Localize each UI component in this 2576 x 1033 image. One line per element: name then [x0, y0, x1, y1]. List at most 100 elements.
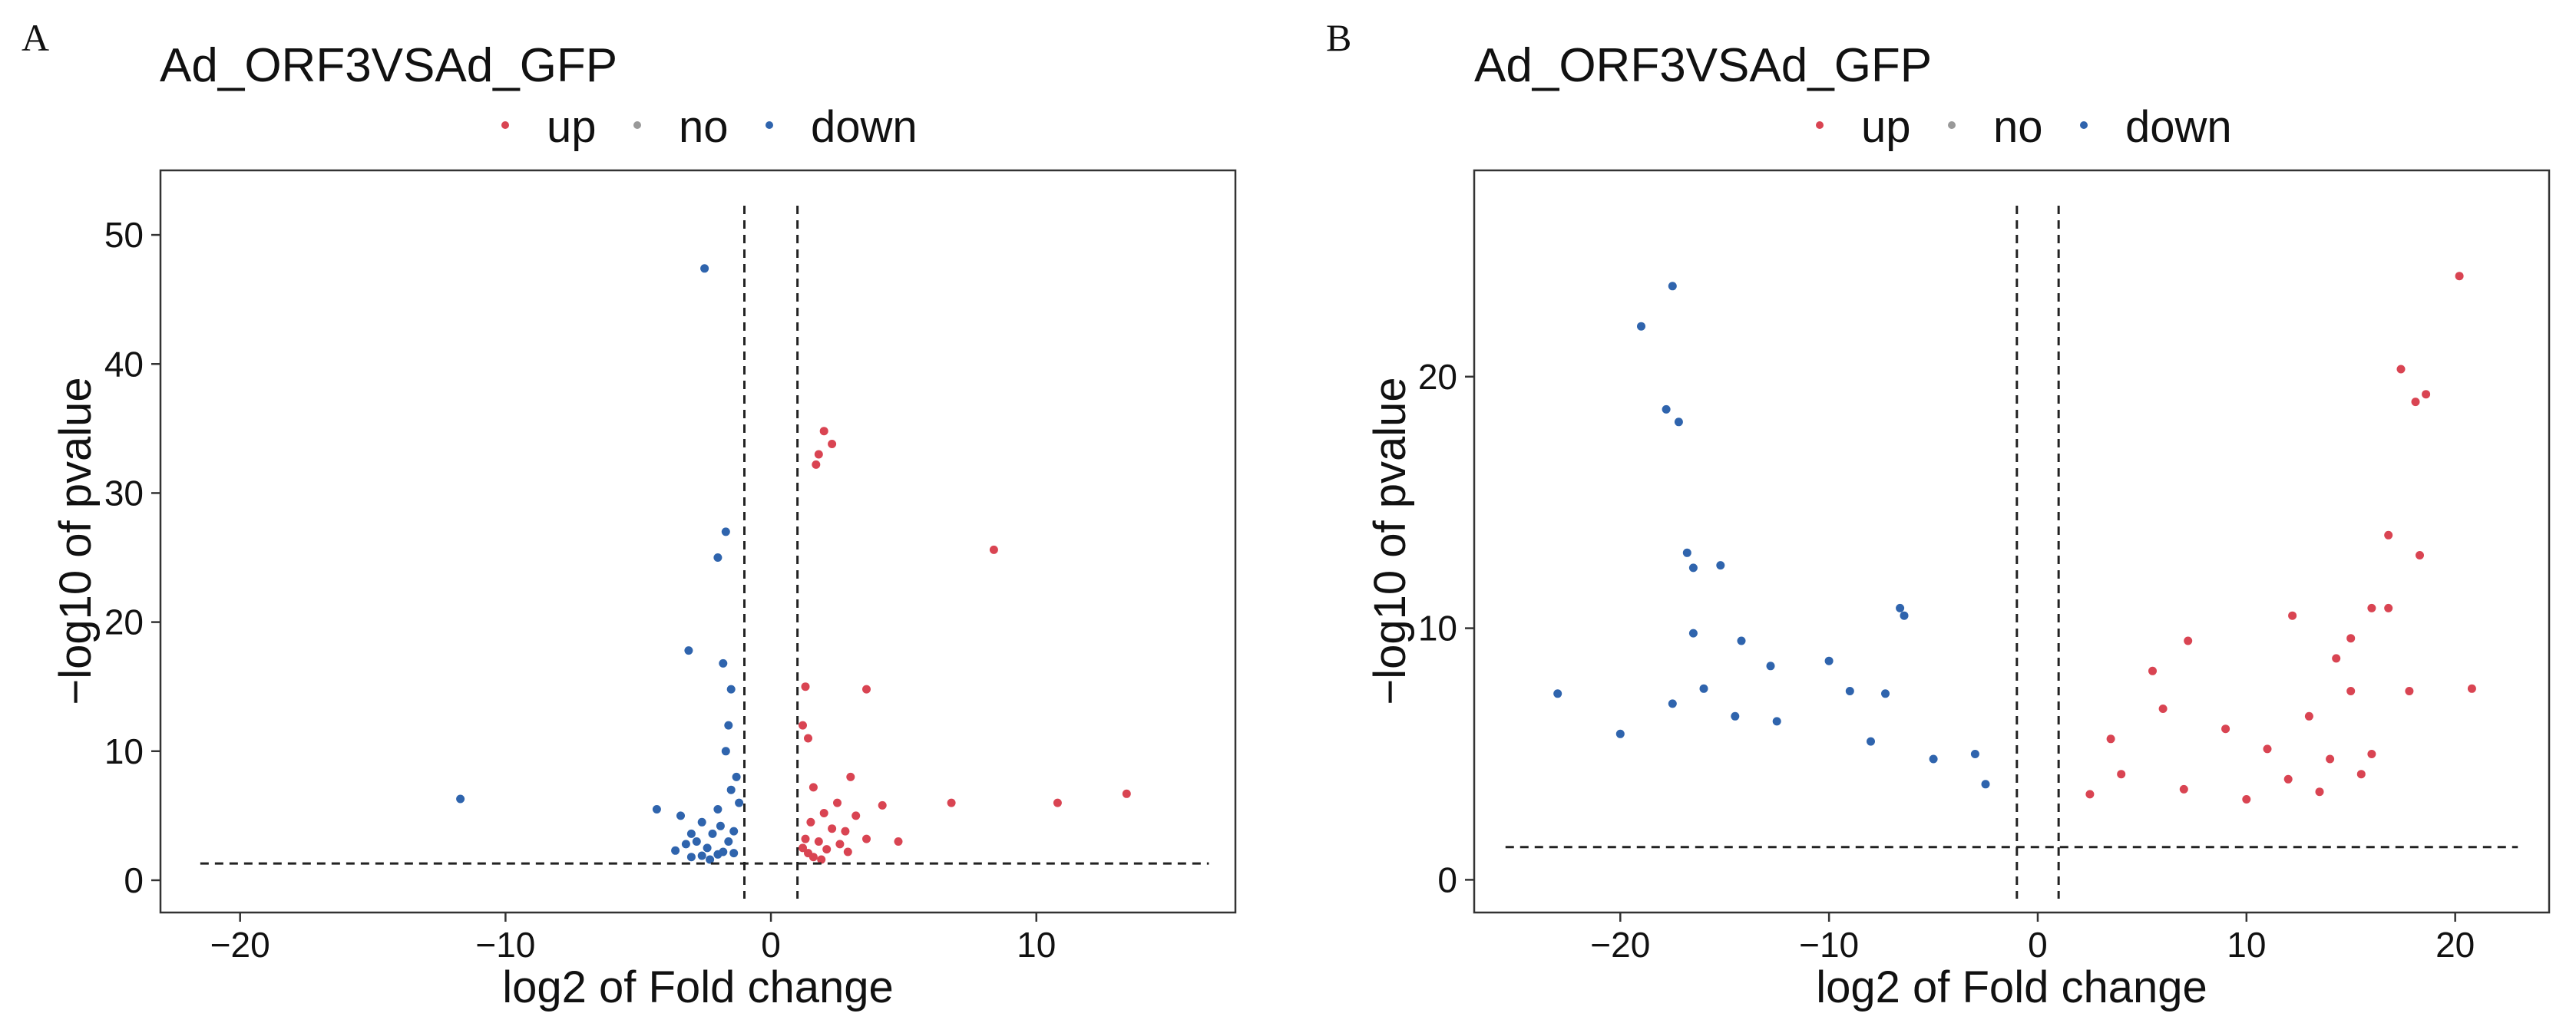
panel-b-point-down-17 — [1881, 689, 1890, 698]
panel-a-point-up-0 — [819, 427, 828, 436]
panel-b-points — [1553, 272, 2476, 804]
panel-a-point-down-20 — [724, 837, 733, 846]
panel-a-point-down-3 — [684, 646, 693, 655]
panel-b-point-up-17 — [2304, 711, 2313, 721]
panel-a-point-up-20 — [841, 827, 850, 836]
panel-a-y-tick-label-1: 10 — [104, 731, 144, 771]
panel-b-point-up-10 — [2184, 636, 2193, 645]
panel-b-point-up-14 — [2148, 666, 2157, 675]
panel-b-legend-down-swatch — [2080, 121, 2088, 129]
panel-a-point-down-9 — [456, 794, 465, 804]
panel-a-point-down-12 — [713, 805, 723, 814]
panel-b-point-up-6 — [2288, 611, 2297, 620]
panel-a-point-up-30 — [894, 837, 903, 846]
panel-a-point-up-24 — [862, 834, 871, 843]
panel-b-point-down-6 — [1716, 561, 1725, 570]
panel-a-point-down-2 — [713, 553, 723, 562]
panel-a-point-up-29 — [817, 855, 826, 864]
panel-b-legend: up no down — [1816, 102, 2232, 152]
panel-b-point-up-18 — [2221, 724, 2230, 734]
panel-b-x-tick-label-4: 20 — [2435, 925, 2475, 965]
panel-b-y-axis-title: −log10 of pvalue — [1365, 377, 1415, 705]
panel-b-point-up-22 — [2367, 750, 2376, 758]
panel-b-x-tick-label-3: 10 — [2227, 925, 2266, 965]
panel-b-y-tick-label-0: 0 — [1437, 860, 1457, 899]
panel-a-y-tick-label-0: 0 — [124, 860, 144, 900]
panel-b-point-down-3 — [1674, 417, 1683, 427]
panel-a-x-tick-label-1: −10 — [475, 925, 535, 965]
panel-a-point-down-0 — [700, 264, 709, 273]
panel-a-y-axis-title: −log10 of pvalue — [51, 377, 101, 705]
panel-a-point-up-31 — [843, 847, 852, 856]
panel-a-thresholds — [200, 206, 1209, 899]
panel-b-point-up-11 — [2332, 654, 2341, 663]
panel-b-x-axis-title: log2 of Fold change — [1816, 962, 2207, 1012]
panel-a-legend-no-label: no — [679, 102, 729, 152]
panel-a-point-down-7 — [721, 747, 730, 756]
panel-a-y-tick-label-2: 20 — [104, 602, 144, 642]
panel-a-point-up-1 — [828, 440, 837, 448]
panel-b-point-down-14 — [1824, 656, 1834, 665]
panel-b-point-up-1 — [2396, 365, 2406, 374]
panel-b-point-up-4 — [2384, 530, 2393, 540]
panel-b-point-up-19 — [2263, 744, 2272, 754]
panel-b-point-down-7 — [1896, 603, 1905, 612]
panel-b-legend-no-swatch — [1948, 121, 1956, 129]
panel-a-point-down-10 — [726, 785, 736, 794]
panel-b-point-up-21 — [2326, 754, 2335, 764]
panel-b-x-tick-label-0: −20 — [1590, 925, 1650, 965]
panel-a-point-up-19 — [828, 824, 837, 833]
panel-b-point-up-29 — [2356, 770, 2366, 779]
panel-a-y-tick-label-3: 30 — [104, 473, 144, 513]
panel-b-point-up-20 — [2106, 734, 2115, 744]
panel-a-point-down-6 — [724, 721, 733, 730]
panel-b-legend-down-label: down — [2125, 102, 2232, 152]
panel-a-point-down-29 — [686, 853, 696, 862]
panel-a-y-tick-label-4: 40 — [104, 344, 144, 384]
panel-a-point-up-6 — [862, 685, 871, 694]
panel-b-point-up-24 — [2117, 770, 2126, 779]
panel-b-point-down-0 — [1668, 282, 1677, 291]
panel-b-point-up-5 — [2416, 551, 2424, 559]
panel-a-legend: up no down — [501, 102, 918, 152]
panel-a-title: Ad_ORF3VSAd_GFP — [160, 39, 617, 92]
panel-b-point-down-16 — [1845, 687, 1854, 695]
panel-b-point-down-24 — [1929, 754, 1938, 764]
panel-b-point-down-4 — [1682, 548, 1691, 557]
panel-a-point-up-12 — [1053, 798, 1062, 807]
panel-a-x-axis-title: log2 of Fold change — [502, 962, 893, 1012]
panel-a-point-down-13 — [676, 811, 685, 820]
panel-a-point-down-17 — [729, 827, 739, 836]
panel-b-title: Ad_ORF3VSAd_GFP — [1474, 39, 1932, 92]
panel-b-x-tick-label-2: 0 — [2028, 925, 2048, 965]
panel-a-point-up-23 — [799, 843, 807, 853]
panel-a-x-tick-label-2: 0 — [761, 925, 781, 965]
panel-a-legend-down-swatch — [766, 121, 773, 129]
panel-a-point-up-13 — [1122, 789, 1131, 798]
panel-b-label: B — [1326, 16, 1351, 59]
panel-b-point-up-8 — [2384, 603, 2393, 612]
panel-a-point-up-28 — [809, 853, 818, 862]
panel-b-point-up-0 — [2455, 272, 2464, 281]
panel-b-point-down-5 — [1688, 563, 1698, 573]
panel-b: B Ad_ORF3VSAd_GFP up no down −20 −10 0 10 20… — [1326, 16, 2551, 1012]
panel-a-point-up-22 — [814, 837, 823, 846]
panel-a-point-down-25 — [729, 849, 739, 858]
panel-b-point-up-23 — [2283, 774, 2293, 784]
panel-a-y-ticks: 0 10 20 30 40 50 — [104, 215, 160, 900]
panel-a-point-down-14 — [697, 817, 706, 827]
panel-b-point-down-20 — [1772, 717, 1781, 726]
panel-b-point-up-28 — [2315, 787, 2324, 797]
panel-a-legend-no-swatch — [633, 121, 641, 129]
panel-a-point-up-25 — [835, 840, 845, 849]
panel-b-point-up-25 — [2085, 790, 2095, 799]
panel-b-point-up-3 — [2422, 390, 2431, 399]
panel-a-point-down-30 — [706, 855, 715, 864]
panel-b-y-tick-label-1: 10 — [1418, 609, 1457, 649]
panel-b-point-down-13 — [1699, 684, 1708, 693]
panel-a-x-tick-label-0: −20 — [210, 925, 270, 965]
panel-a-legend-up-label: up — [547, 102, 597, 152]
panel-a-point-up-16 — [852, 811, 861, 820]
panel-b-point-down-11 — [1766, 662, 1775, 671]
